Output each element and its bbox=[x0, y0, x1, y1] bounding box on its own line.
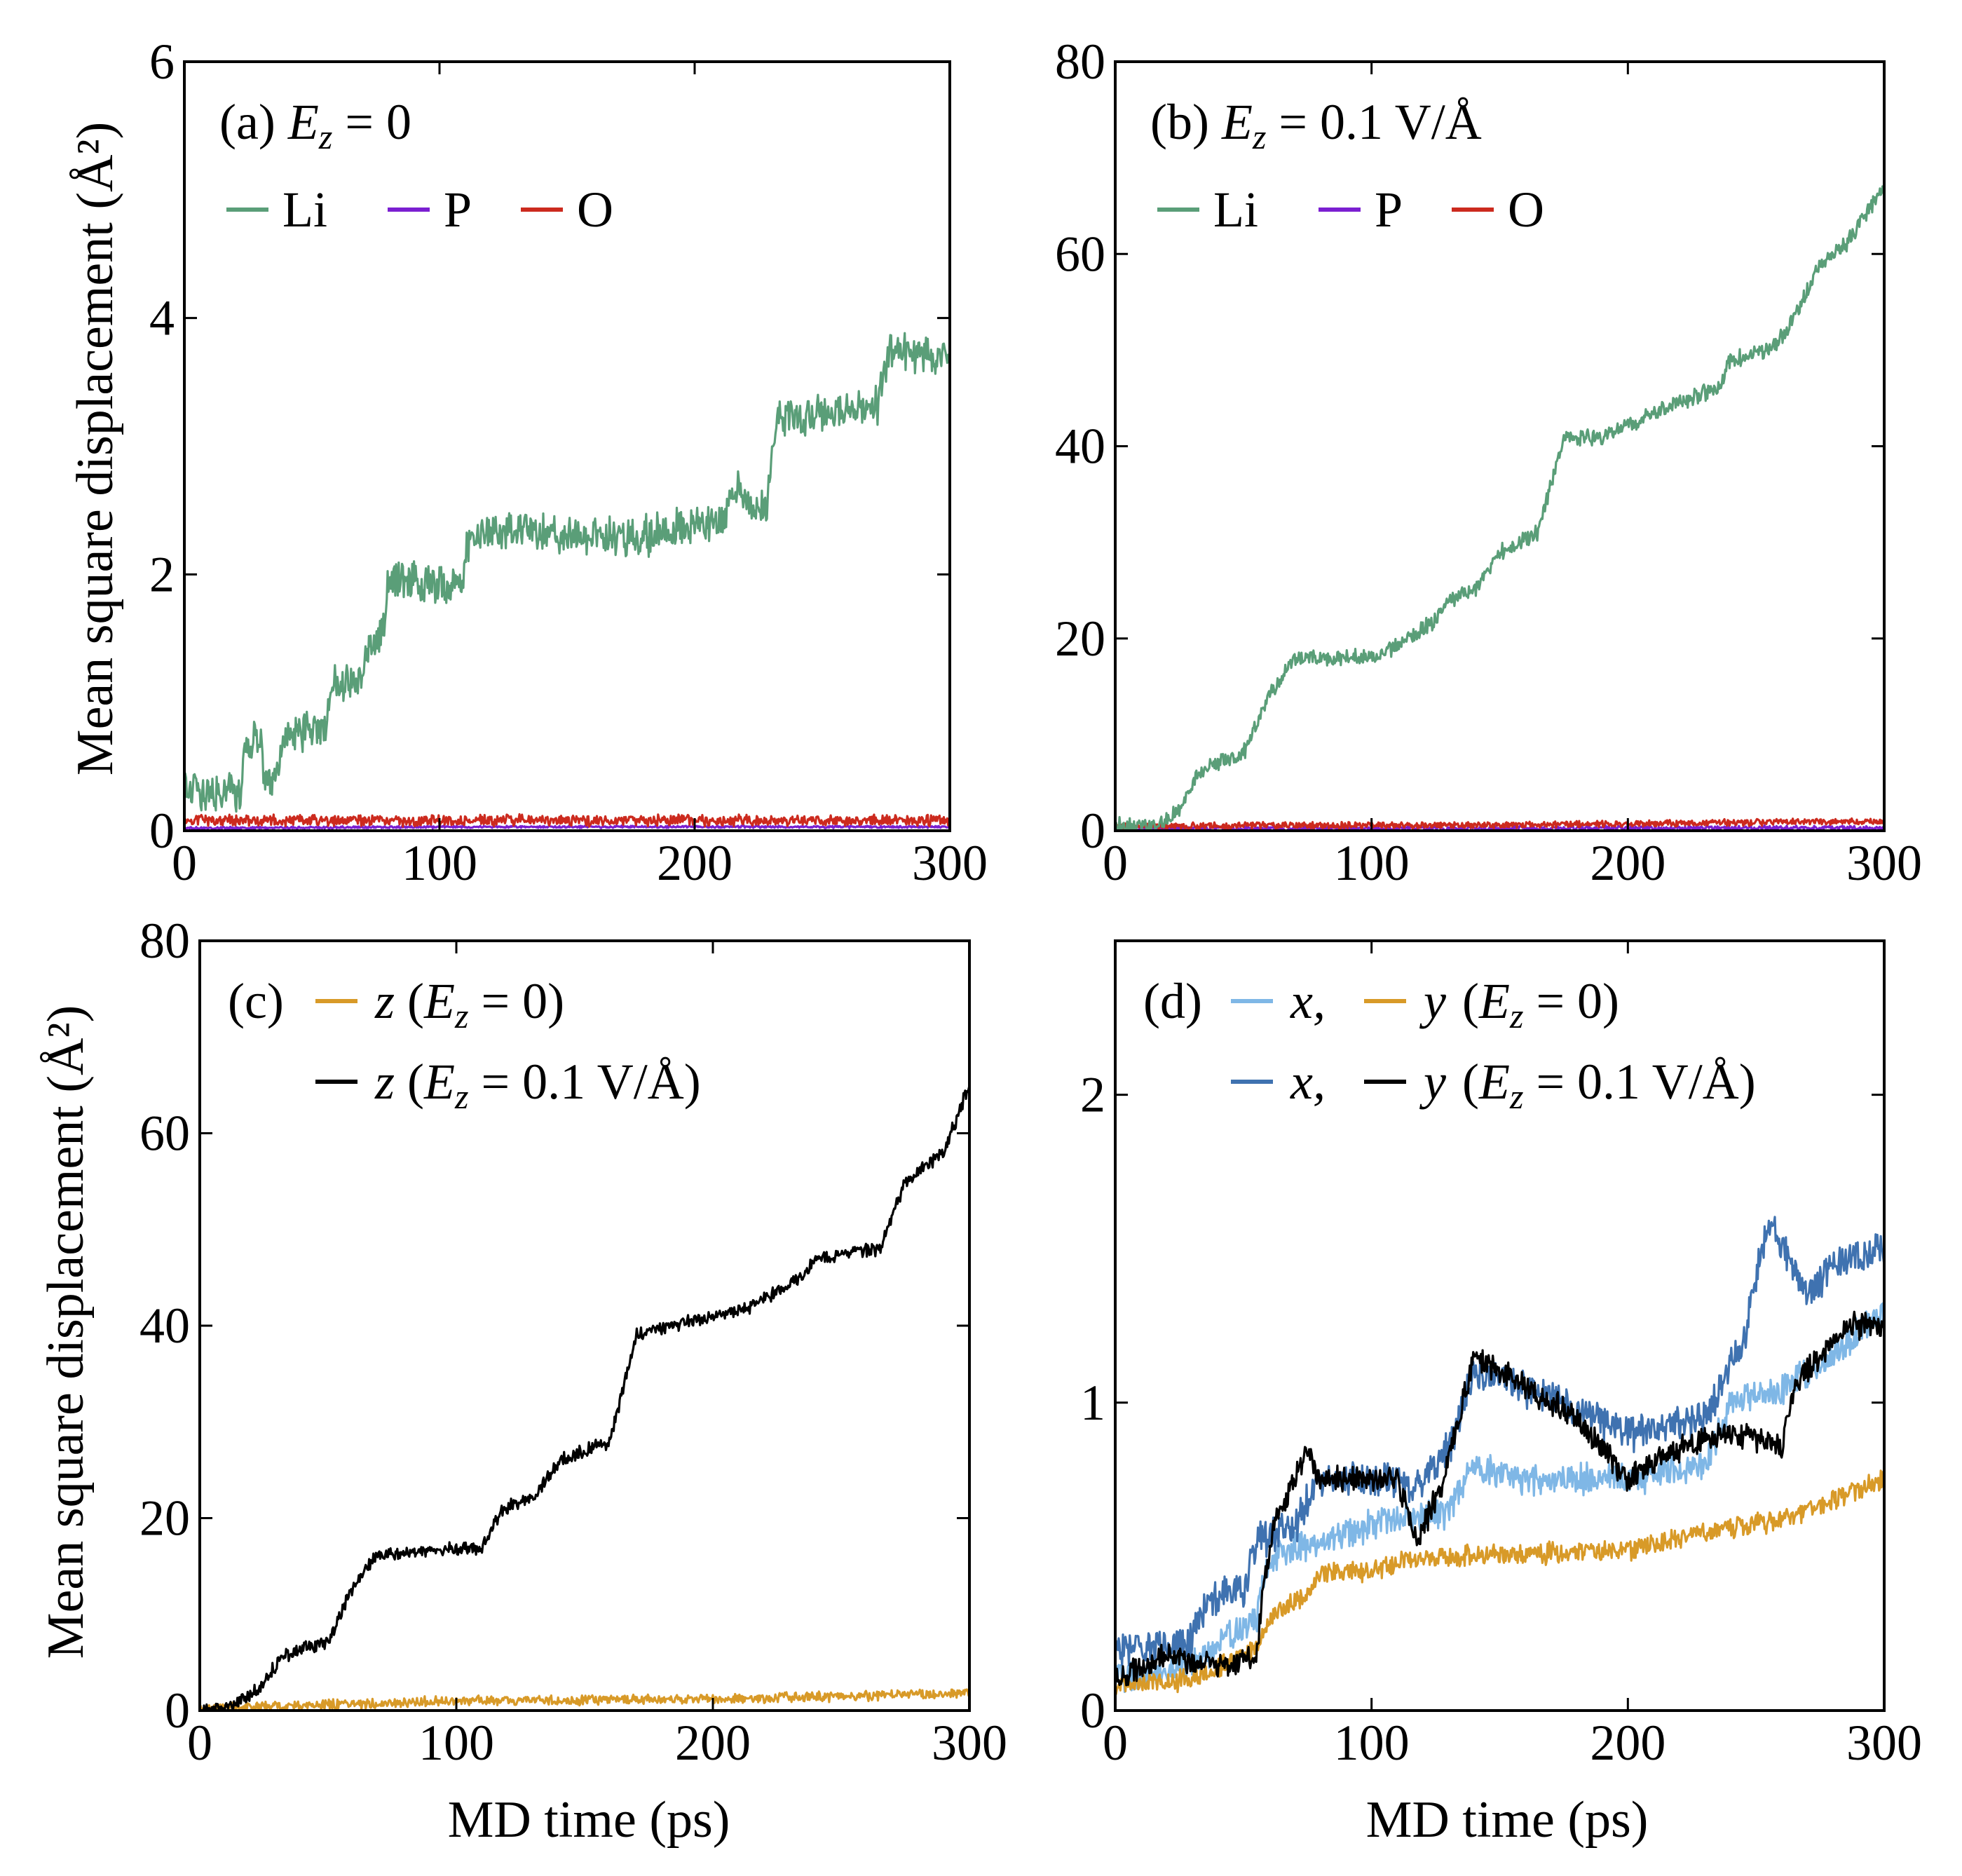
y-tick-label: 60 bbox=[139, 1106, 190, 1162]
y-tick-label: 20 bbox=[139, 1490, 190, 1547]
y-tick-label: 1 bbox=[1080, 1375, 1105, 1431]
series-line-li bbox=[184, 332, 950, 813]
y-tick-label: 0 bbox=[1080, 1683, 1105, 1739]
x-tick-label: 200 bbox=[1590, 835, 1665, 891]
legend-label-1: z (Ez = 0.1 V/Å) bbox=[374, 1054, 701, 1116]
legend-label-0-0: x, bbox=[1290, 973, 1326, 1029]
x-axis-label-d: MD time (ps) bbox=[1366, 1791, 1649, 1849]
y-tick-label: 0 bbox=[1080, 803, 1105, 859]
x-tick-label: 200 bbox=[1590, 1715, 1665, 1771]
axes-frame bbox=[183, 60, 951, 832]
x-tick-label: 0 bbox=[1103, 1715, 1128, 1771]
legend-label-li: Li bbox=[1213, 182, 1258, 238]
y-tick-label: 2 bbox=[1080, 1067, 1105, 1123]
series-line-x-e-z-0- bbox=[1115, 1302, 1884, 1693]
x-tick-label: 100 bbox=[1334, 835, 1410, 891]
x-tick-label: 200 bbox=[657, 835, 733, 891]
series-line-x-e-z-0-1-v- bbox=[1115, 1216, 1884, 1666]
y-tick-label: 2 bbox=[149, 546, 175, 602]
x-tick-label: 300 bbox=[912, 835, 988, 891]
y-tick-label: 40 bbox=[139, 1298, 190, 1354]
series-group bbox=[184, 332, 950, 831]
x-tick-label: 0 bbox=[187, 1715, 212, 1771]
series-line-y-e-z-0- bbox=[1115, 1469, 1884, 1696]
x-tick-label: 100 bbox=[1334, 1715, 1410, 1771]
x-tick-label: 300 bbox=[932, 1715, 1007, 1771]
y-tick-label: 0 bbox=[165, 1683, 190, 1739]
y-tick-label: 60 bbox=[1055, 226, 1105, 282]
series-line-z-e-z-0- bbox=[200, 1688, 969, 1711]
panel-label: (d) bbox=[1143, 973, 1202, 1029]
y-tick-label: 4 bbox=[149, 290, 175, 346]
y-tick-label: 0 bbox=[149, 803, 175, 859]
legend-label-o: O bbox=[577, 182, 613, 238]
y-axis-label-top: Mean square displacement (Å²) bbox=[67, 122, 124, 775]
legend-label-1-0: x, bbox=[1290, 1054, 1326, 1110]
legend-label-p: P bbox=[444, 182, 472, 238]
panel-b: 0 100 200 300 0 20 40 60 80 (b) Ez = 0.1 V/Å Li P O bbox=[1055, 34, 1922, 891]
axes-frame bbox=[1114, 939, 1886, 1712]
series-line-o bbox=[1115, 817, 1884, 831]
x-tick-label: 100 bbox=[418, 1715, 494, 1771]
legend-condition-0: (Ez = 0) bbox=[1462, 973, 1619, 1035]
legend-label-li: Li bbox=[282, 182, 327, 238]
x-axis-label-c: MD time (ps) bbox=[448, 1791, 730, 1849]
x-tick-label: 200 bbox=[675, 1715, 751, 1771]
x-tick-label: 300 bbox=[1846, 1715, 1922, 1771]
legend-label-1-1: y bbox=[1419, 1054, 1446, 1110]
y-tick-label: 80 bbox=[139, 913, 190, 969]
legend-label-0: z (Ez = 0) bbox=[374, 973, 564, 1035]
series-group bbox=[200, 1085, 969, 1711]
y-tick-label: 20 bbox=[1055, 611, 1105, 667]
legend-label-o: O bbox=[1508, 182, 1544, 238]
legend-condition-1: (Ez = 0.1 V/Å) bbox=[1462, 1054, 1756, 1116]
panel-d: 0 100 200 300 0 1 2 (d) x, y (Ez = 0) x, y (Ez = 0.1 … bbox=[1080, 939, 1922, 1771]
panel-title: (b) Ez = 0.1 V/Å bbox=[1150, 94, 1482, 156]
panel-c: 0 100 200 300 0 20 40 60 80 (c) z (Ez = 0) z (Ez = … bbox=[139, 913, 1007, 1771]
panel-a: 0 100 200 300 0 2 4 6 (a) Ez = 0 Li P O bbox=[149, 34, 988, 891]
series-group bbox=[1115, 185, 1884, 831]
y-tick-label: 80 bbox=[1055, 34, 1105, 90]
y-tick-label: 6 bbox=[149, 34, 175, 90]
x-tick-label: 0 bbox=[172, 835, 197, 891]
y-axis-label-bottom: Mean square displacement (Å²) bbox=[37, 1005, 95, 1659]
y-tick-label: 40 bbox=[1055, 419, 1105, 475]
series-line-p bbox=[184, 824, 950, 831]
legend-label-0-1: y bbox=[1419, 973, 1446, 1029]
series-line-o bbox=[184, 813, 950, 828]
series-line-y-e-z-0-1-v- bbox=[1115, 1310, 1884, 1687]
series-group bbox=[1115, 1216, 1884, 1696]
series-line-li bbox=[1115, 185, 1884, 831]
panel-title: (a) Ez = 0 bbox=[219, 94, 411, 156]
x-tick-label: 100 bbox=[402, 835, 477, 891]
series-line-z-e-z-0-1-v- bbox=[201, 1085, 969, 1711]
legend-label-p: P bbox=[1375, 182, 1403, 238]
x-tick-label: 300 bbox=[1846, 835, 1922, 891]
axes-frame bbox=[1114, 60, 1886, 832]
x-tick-label: 0 bbox=[1103, 835, 1128, 891]
panel-label: (c) bbox=[228, 973, 284, 1029]
